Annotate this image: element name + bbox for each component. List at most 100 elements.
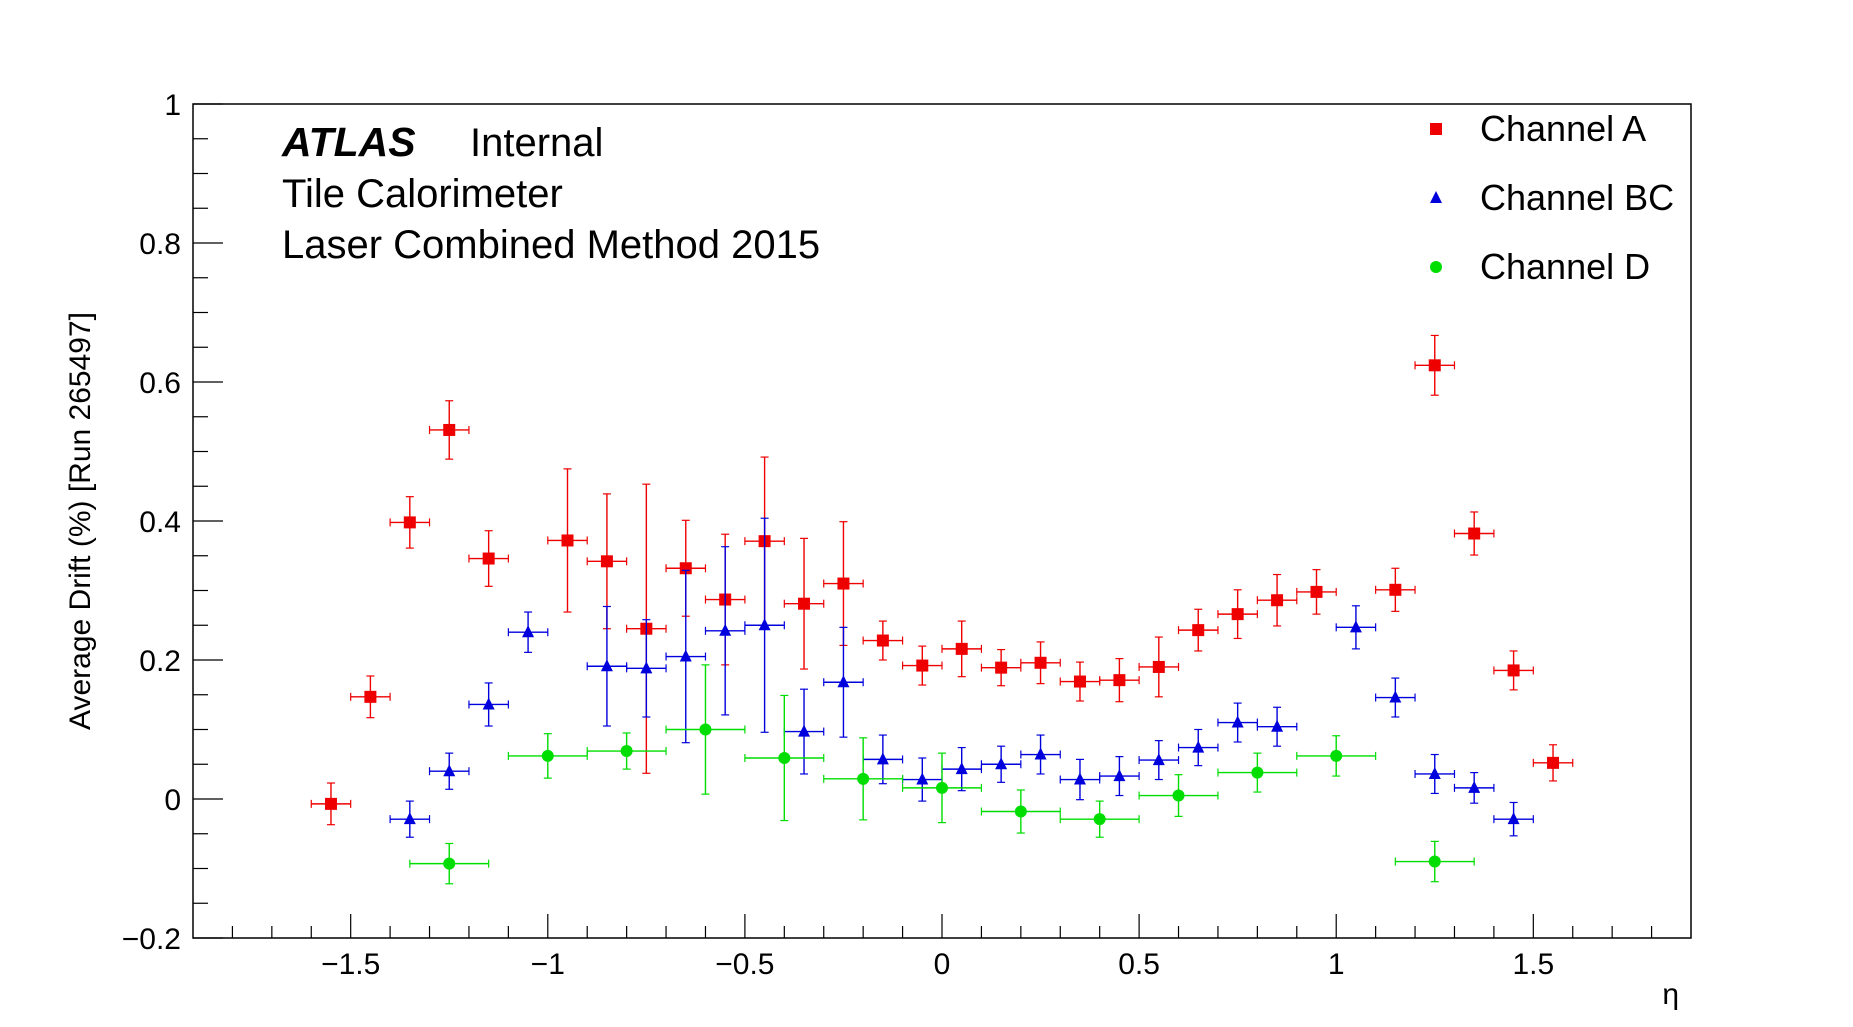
data-marker <box>482 697 495 710</box>
data-marker <box>1271 594 1284 607</box>
data-marker <box>699 723 712 736</box>
data-point <box>428 400 470 460</box>
data-marker <box>719 623 732 636</box>
data-point <box>823 626 864 738</box>
y-tick-label: 0.4 <box>139 506 181 539</box>
data-point <box>1217 589 1258 640</box>
x-tick-label: −1.5 <box>321 948 380 981</box>
y-tick-label: 0.6 <box>139 367 181 400</box>
atlas-label: ATLAS <box>281 119 416 165</box>
data-marker <box>1113 674 1126 687</box>
data-marker <box>1073 772 1086 785</box>
legend-marker <box>1430 261 1442 273</box>
data-point <box>1177 608 1219 652</box>
data-marker <box>443 764 456 777</box>
data-point <box>823 737 904 821</box>
method-label: Laser Combined Method 2015 <box>282 223 820 267</box>
data-point <box>1453 511 1495 556</box>
data-marker <box>324 797 337 810</box>
data-marker <box>1014 805 1027 818</box>
data-marker <box>364 690 377 703</box>
data-marker <box>1507 664 1520 677</box>
x-axis-title: η <box>1662 978 1679 1011</box>
data-marker <box>1251 766 1264 779</box>
data-point <box>980 789 1061 834</box>
legend: Channel A Channel BC Channel D <box>1430 108 1674 287</box>
data-marker <box>679 649 692 662</box>
data-point <box>1256 706 1298 747</box>
data-point <box>1138 740 1180 781</box>
data-marker <box>1389 690 1402 703</box>
data-marker <box>916 659 929 672</box>
data-point <box>1020 734 1061 775</box>
data-point <box>744 694 825 822</box>
y-axis-title: Average Drift (%) [Run 265497] <box>64 312 97 730</box>
data-marker <box>679 562 692 575</box>
data-marker <box>1152 753 1165 766</box>
data-marker <box>798 724 811 737</box>
legend-item: Channel BC <box>1430 177 1674 218</box>
data-point <box>665 569 707 744</box>
data-point <box>1296 569 1337 615</box>
y-tick-label: 0.2 <box>139 645 181 678</box>
data-marker <box>778 751 791 764</box>
data-marker <box>995 757 1008 770</box>
data-points <box>310 334 1574 885</box>
data-point <box>901 645 943 686</box>
x-tick-label: 0.5 <box>1118 948 1160 981</box>
data-marker <box>837 675 850 688</box>
data-marker <box>1547 756 1560 769</box>
data-marker <box>1231 608 1244 621</box>
legend-label: Channel BC <box>1480 177 1674 218</box>
data-point <box>1099 658 1140 703</box>
data-marker <box>1192 740 1205 753</box>
x-tick-label: 1 <box>1328 948 1345 981</box>
data-marker <box>1034 747 1047 760</box>
data-marker <box>1428 766 1441 779</box>
data-marker <box>1310 585 1323 598</box>
x-tick-label: −0.5 <box>715 948 774 981</box>
data-point <box>1296 735 1377 777</box>
data-point <box>1256 573 1298 627</box>
data-marker <box>1172 789 1185 802</box>
data-marker <box>640 661 653 674</box>
data-marker <box>955 762 968 775</box>
data-marker <box>916 772 929 785</box>
data-marker <box>798 597 811 610</box>
data-marker <box>1507 812 1520 825</box>
data-point <box>1493 650 1534 691</box>
data-marker <box>1034 656 1047 669</box>
data-point <box>1217 752 1298 793</box>
data-point <box>428 752 470 790</box>
data-point <box>1138 636 1180 698</box>
data-point <box>350 675 391 719</box>
data-marker <box>837 577 850 590</box>
data-point <box>823 521 864 647</box>
data-marker <box>1152 660 1165 673</box>
data-marker <box>541 749 554 762</box>
data-marker <box>1093 813 1106 826</box>
data-point <box>1059 661 1101 702</box>
data-marker <box>936 781 948 794</box>
axes: −1.5 −1 −0.5 0 0.5 1 1.5 −0.2 0 0.2 0.4 0.6 0.8 1 <box>122 89 1653 981</box>
x-tick-label: 1.5 <box>1512 948 1554 981</box>
data-marker <box>1073 675 1086 688</box>
legend-marker <box>1430 123 1442 135</box>
data-marker <box>443 423 456 436</box>
data-point <box>1414 753 1456 795</box>
data-point <box>980 745 1022 783</box>
y-tick-label: 0.8 <box>139 228 181 261</box>
data-point <box>1532 744 1574 782</box>
data-point <box>1059 758 1101 801</box>
data-point <box>1375 677 1416 718</box>
y-tick-label: 0 <box>164 784 181 817</box>
annotation-block: ATLAS Internal Tile Calorimeter Laser Co… <box>281 119 820 267</box>
data-marker <box>1330 749 1343 762</box>
data-marker <box>522 625 535 638</box>
data-point <box>468 530 509 587</box>
data-marker <box>1192 624 1205 637</box>
data-point <box>547 468 588 613</box>
data-marker <box>1113 769 1126 782</box>
data-point <box>1177 728 1219 767</box>
